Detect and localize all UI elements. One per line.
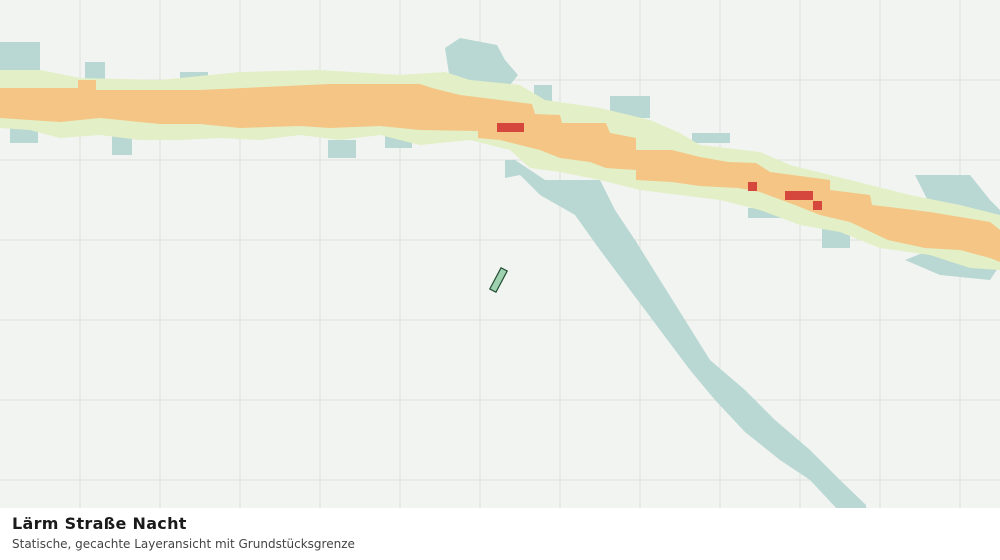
noise-cell [328, 140, 356, 158]
parcel-boundary [488, 266, 509, 294]
noise-cell [785, 191, 813, 200]
noise-cell [497, 123, 524, 132]
noise-cell [692, 133, 730, 143]
noise-cell [0, 42, 40, 70]
caption-subtitle: Statische, gecachte Layeransicht mit Gru… [12, 537, 355, 551]
noise-cell [112, 135, 132, 155]
noise-cell [505, 160, 866, 510]
caption-panel: Lärm Straße Nacht Statische, gecachte La… [0, 508, 1000, 560]
noise-cell [748, 208, 784, 218]
noise-cell [445, 38, 518, 85]
noise-area [0, 80, 1000, 262]
noise-zone-critical [497, 123, 822, 210]
noise-cell [748, 182, 757, 191]
noise-zone-high [0, 80, 1000, 262]
noise-cell [85, 62, 105, 80]
noise-cell [610, 96, 650, 118]
noise-cell [813, 201, 822, 210]
caption-title: Lärm Straße Nacht [12, 514, 187, 533]
